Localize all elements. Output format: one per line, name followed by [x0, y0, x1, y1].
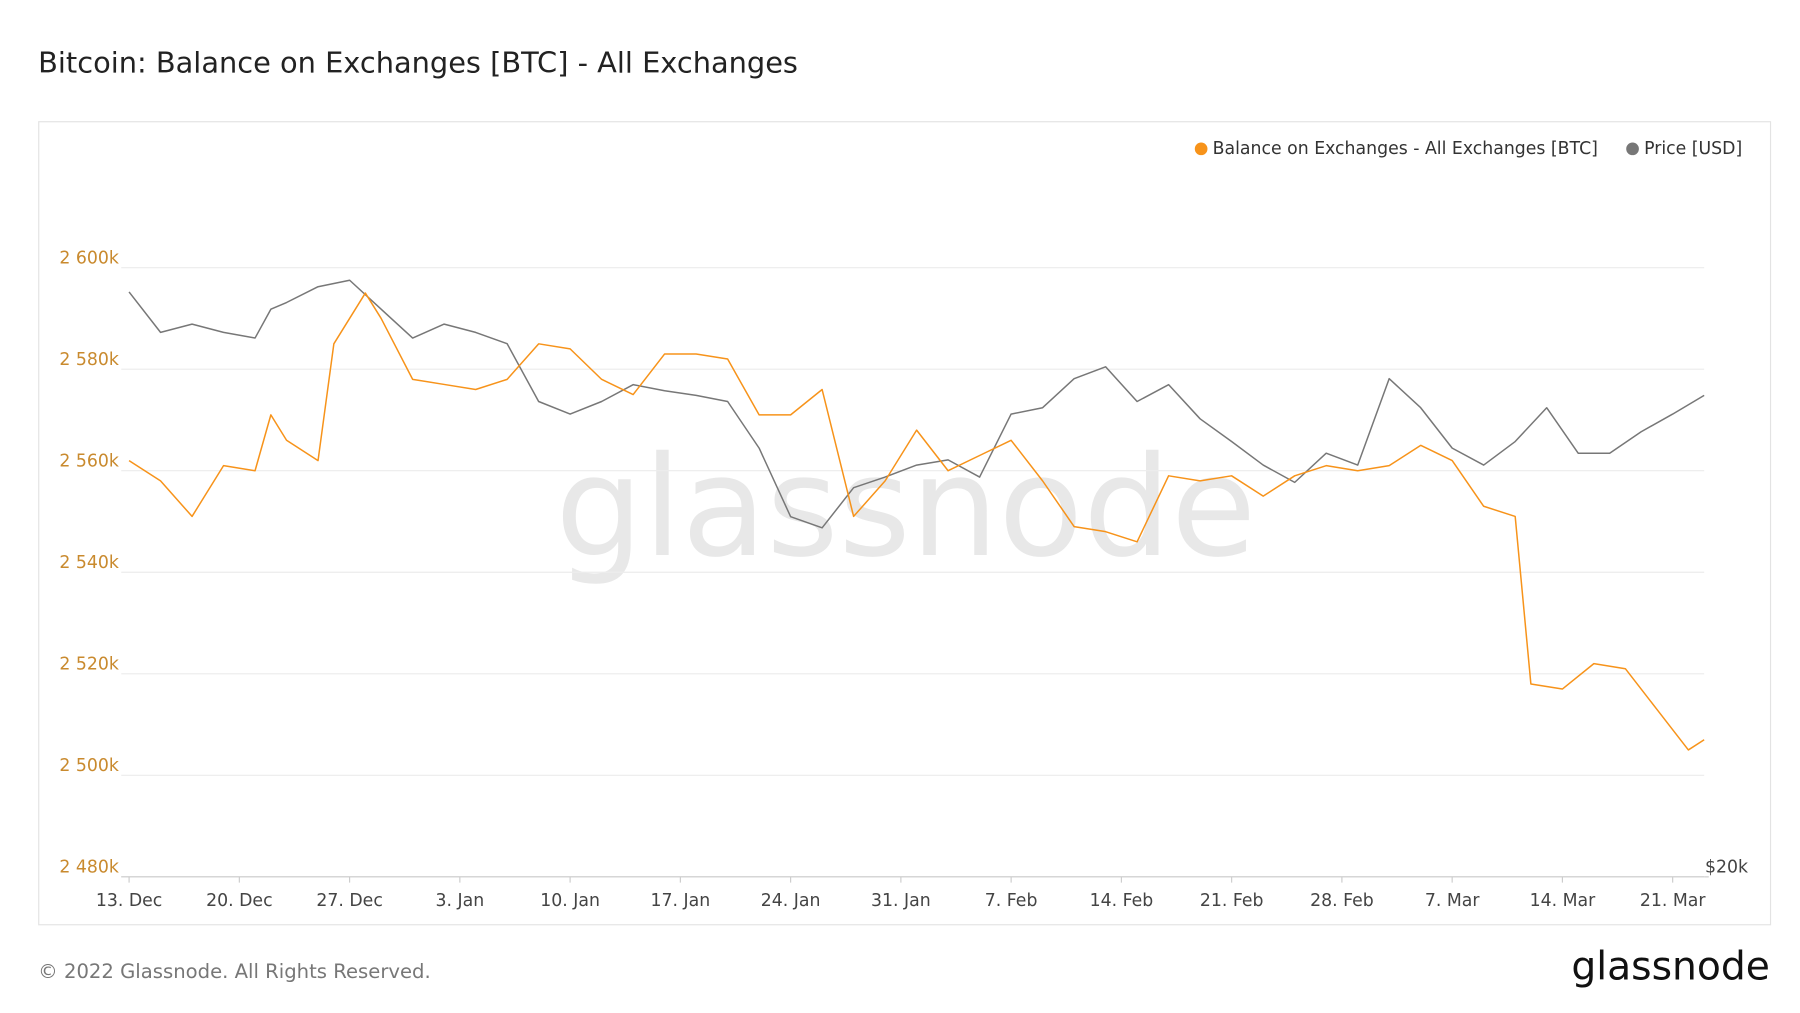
series-line: [128, 292, 1705, 751]
x-tick-label: 14. Mar: [1530, 891, 1597, 911]
x-tick-label: 3. Jan: [436, 891, 485, 911]
legend-label: Balance on Exchanges - All Exchanges [BT…: [1213, 139, 1598, 159]
y-tick-label: 2 580k: [59, 350, 119, 370]
y2-tick-label: $20k: [1705, 858, 1748, 878]
y-tick-label: 2 520k: [59, 655, 119, 675]
legend-marker: [1626, 142, 1639, 156]
watermark: glassnode: [555, 426, 1256, 588]
x-tick-label: 7. Mar: [1425, 891, 1481, 911]
plot-frame: [38, 121, 1772, 926]
legend-label: Price [USD]: [1644, 139, 1742, 159]
logo: glassnode: [1571, 945, 1770, 990]
x-tick-label: 21. Mar: [1640, 891, 1707, 911]
x-tick-label: 20. Dec: [206, 891, 272, 911]
x-tick-label: 7. Feb: [985, 891, 1038, 911]
x-tick-label: 17. Jan: [651, 891, 711, 911]
x-tick-label: 21. Feb: [1200, 891, 1264, 911]
chart-title: Bitcoin: Balance on Exchanges [BTC] - Al…: [38, 46, 798, 80]
series-line: [128, 279, 1705, 529]
x-tick-label: 28. Feb: [1310, 891, 1374, 911]
x-tick-label: 24. Jan: [761, 891, 821, 911]
x-tick-label: 31. Jan: [871, 891, 931, 911]
y-tick-label: 2 480k: [59, 858, 119, 878]
x-tick-label: 27. Dec: [316, 891, 382, 911]
footer: © 2022 Glassnode. All Rights Reserved.: [38, 960, 431, 983]
x-tick-label: 13. Dec: [96, 891, 162, 911]
x-tick-label: 10. Jan: [540, 891, 600, 911]
y-tick-label: 2 600k: [59, 248, 119, 268]
legend-marker: [1194, 142, 1208, 156]
y-tick-label: 2 500k: [59, 756, 119, 776]
y-tick-label: 2 560k: [59, 452, 119, 472]
x-tick-label: 14. Feb: [1090, 891, 1154, 911]
y-tick-label: 2 540k: [59, 553, 119, 573]
